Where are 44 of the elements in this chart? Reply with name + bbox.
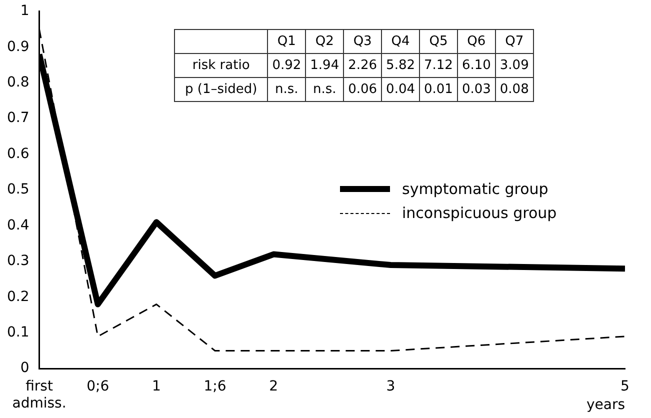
x-tick-label: 0;6: [86, 378, 110, 395]
annotation: 3.09: [495, 54, 534, 78]
y-tick-label: 0.4: [7, 217, 30, 234]
x-tick-label: 3: [386, 378, 396, 395]
annotation: p (1–sided): [174, 78, 268, 102]
annotation: Q3: [344, 30, 382, 54]
y-tick-label: 0.8: [7, 74, 30, 90]
y-tick-label: 0.6: [7, 146, 30, 162]
annotation: Q7: [495, 30, 534, 54]
x-tick-label: 5: [620, 378, 630, 395]
y-tick-label: 0.7: [7, 110, 30, 126]
y-tick-label: 0.2: [7, 288, 30, 305]
x-tick-label: 2: [269, 378, 278, 395]
legend-label: symptomatic group: [402, 180, 548, 198]
annotation: Q4: [382, 30, 420, 54]
annotation: Q2: [306, 30, 344, 54]
annotation: Q5: [420, 30, 458, 54]
y-tick-label: 0: [20, 360, 30, 376]
x-tick-label: first admiss.: [12, 378, 66, 412]
y-tick-label: 0.9: [7, 38, 30, 55]
annotation: risk ratio: [174, 54, 268, 78]
x-axis-title: years: [586, 397, 625, 414]
x-tick-label: 1: [152, 378, 161, 395]
annotation: n.s.: [268, 78, 306, 102]
annotation: 0.06: [344, 78, 382, 102]
y-tick-label: 0.5: [7, 182, 30, 198]
annotation: Q1: [268, 30, 306, 54]
y-tick-label: 0.3: [7, 253, 30, 270]
annotation: n.s.: [306, 78, 344, 102]
x-tick-label: 1;6: [204, 378, 226, 395]
y-tick-label: 1: [20, 3, 30, 20]
legend-label: inconspicuous group: [402, 204, 557, 222]
annotation: 0.08: [495, 78, 534, 102]
annotation: 1.94: [306, 54, 344, 78]
annotation: 7.12: [420, 54, 458, 78]
annotation: 6.10: [457, 54, 496, 78]
annotation: 2.26: [344, 54, 382, 78]
annotation: 0.04: [382, 78, 420, 102]
annotation: 5.82: [382, 54, 420, 78]
annotation: 0.03: [457, 78, 496, 102]
y-tick-label: 0.1: [7, 324, 30, 341]
annotation: 0.92: [268, 54, 306, 78]
annotation: Q6: [457, 30, 496, 54]
annotation: 0.01: [420, 78, 458, 102]
